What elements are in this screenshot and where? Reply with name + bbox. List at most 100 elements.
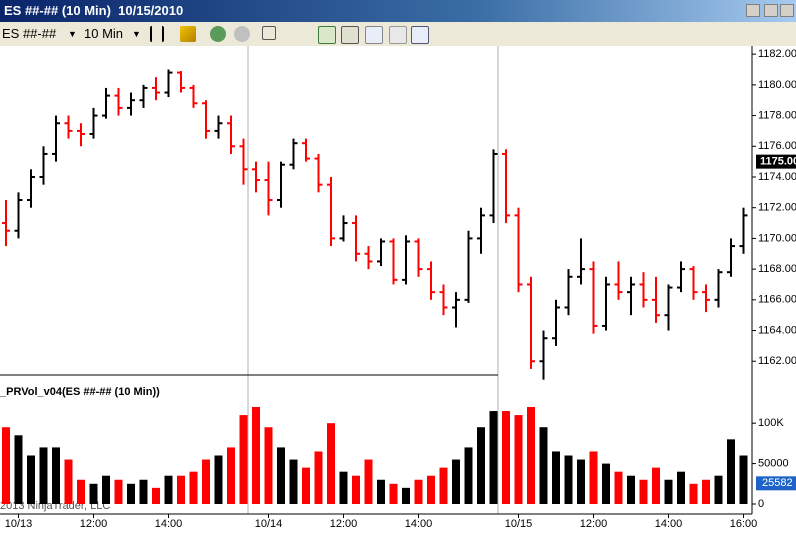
volume-bar: [564, 455, 573, 504]
y-tick-label: 100K: [758, 417, 784, 429]
volume-bar: [277, 447, 285, 504]
volume-bar: [127, 483, 135, 504]
volume-bar: [139, 479, 148, 504]
volume-bar: [714, 475, 723, 504]
y-tick-label: 1172.00: [758, 202, 796, 214]
volume-bar: [152, 487, 160, 504]
volume-bar: [264, 427, 273, 504]
y-tick-label: 1166.00: [758, 294, 796, 306]
bar-style-button[interactable]: [150, 26, 164, 42]
volume-bar: [77, 479, 85, 504]
volume-bar: [177, 475, 185, 504]
volume-bar: [527, 407, 535, 504]
volume-bar: [427, 475, 435, 504]
y-tick-label: 1162.00: [758, 355, 796, 367]
x-tick-label: 10/13: [5, 518, 33, 530]
volume-bar: [702, 479, 710, 504]
volume-bar: [189, 471, 198, 504]
volume-bar: [364, 459, 373, 504]
volume-bar: [52, 447, 60, 504]
x-tick-label: 12:00: [330, 518, 358, 530]
x-tick-label: 12:00: [580, 518, 608, 530]
chart-style-button[interactable]: [318, 26, 336, 44]
draw-tool-button[interactable]: [180, 26, 196, 42]
volume-bar: [89, 483, 98, 504]
indicator-button[interactable]: [341, 26, 359, 44]
volume-bar: [252, 407, 260, 504]
volume-bar: [352, 475, 360, 504]
volume-bar: [539, 427, 548, 504]
dropdown-arrow[interactable]: ▼: [68, 29, 77, 39]
x-tick-label: 14:00: [155, 518, 183, 530]
window-title: ES ##-## (10 Min) 10/15/2010: [4, 3, 184, 18]
properties-button[interactable]: [411, 26, 429, 44]
x-tick-label: 14:00: [655, 518, 683, 530]
x-tick-label: 10/15: [505, 518, 533, 530]
volume-bar: [739, 455, 748, 504]
volume-bar: [402, 487, 410, 504]
y-tick-label: 1168.00: [758, 263, 796, 275]
volume-bar: [389, 483, 398, 504]
y-tick-label: 1178.00: [758, 109, 796, 121]
y-tick-label: 1174.00: [758, 171, 796, 183]
volume-bar: [502, 411, 510, 504]
dropdown-arrow[interactable]: ▼: [132, 29, 141, 39]
instrument-selector[interactable]: ES ##-##: [2, 26, 57, 41]
volume-bar: [639, 479, 648, 504]
toolbar: ES ##-## ▼ 10 Min ▼: [0, 22, 796, 47]
volume-bar: [664, 479, 673, 504]
volume-bar: [239, 415, 248, 504]
pointer-button[interactable]: [262, 26, 276, 40]
volume-bar: [489, 411, 498, 504]
chart-area: _PRVol_v04(ES ##-## (10 Min)) 2013 Ninja…: [0, 46, 796, 534]
tool-button[interactable]: [234, 26, 250, 42]
last-price-label: 1175.00: [760, 156, 796, 168]
zoom-button[interactable]: [210, 26, 226, 42]
y-tick-label: 50000: [758, 457, 789, 469]
volume-bar: [302, 467, 310, 504]
volume-bar: [202, 459, 210, 504]
maximize-button[interactable]: [764, 4, 778, 17]
volume-bar: [339, 471, 348, 504]
volume-bar: [477, 427, 485, 504]
volume-bar: [289, 459, 298, 504]
volume-bar: [452, 459, 460, 504]
x-tick-label: 10/14: [255, 518, 283, 530]
x-tick-label: 12:00: [80, 518, 108, 530]
volume-bar: [164, 475, 173, 504]
volume-bar: [327, 423, 335, 504]
y-tick-label: 1180.00: [758, 79, 796, 91]
y-tick-label: 0: [758, 498, 764, 510]
x-tick-label: 16:00: [730, 518, 758, 530]
volume-bar: [114, 479, 123, 504]
order-button[interactable]: [389, 26, 407, 44]
volume-bar: [439, 467, 448, 504]
volume-bar: [214, 455, 223, 504]
volume-bar: [39, 447, 48, 504]
volume-bar: [614, 471, 623, 504]
minimize-button[interactable]: [746, 4, 760, 17]
volume-bar: [377, 479, 385, 504]
volume-bar: [552, 451, 560, 504]
volume-bar: [727, 439, 735, 504]
volume-bar: [64, 459, 73, 504]
y-tick-label: 1176.00: [758, 140, 796, 152]
volume-bar: [414, 479, 423, 504]
volume-bar: [102, 475, 110, 504]
volume-bar: [464, 447, 473, 504]
y-tick-label: 1182.00: [758, 48, 796, 60]
volume-bar: [227, 447, 235, 504]
close-button[interactable]: [780, 4, 794, 17]
volume-bar: [314, 451, 323, 504]
indicator-value-label: 25582: [762, 477, 793, 489]
volume-bar: [514, 415, 523, 504]
y-tick-label: 1170.00: [758, 232, 796, 244]
strategy-button[interactable]: [365, 26, 383, 44]
y-tick-label: 1164.00: [758, 324, 796, 336]
indicator-value-tag: [756, 476, 796, 491]
volume-bar: [627, 475, 635, 504]
interval-selector[interactable]: 10 Min: [84, 26, 124, 41]
volume-bar: [677, 471, 685, 504]
last-price-tag: [756, 154, 796, 169]
